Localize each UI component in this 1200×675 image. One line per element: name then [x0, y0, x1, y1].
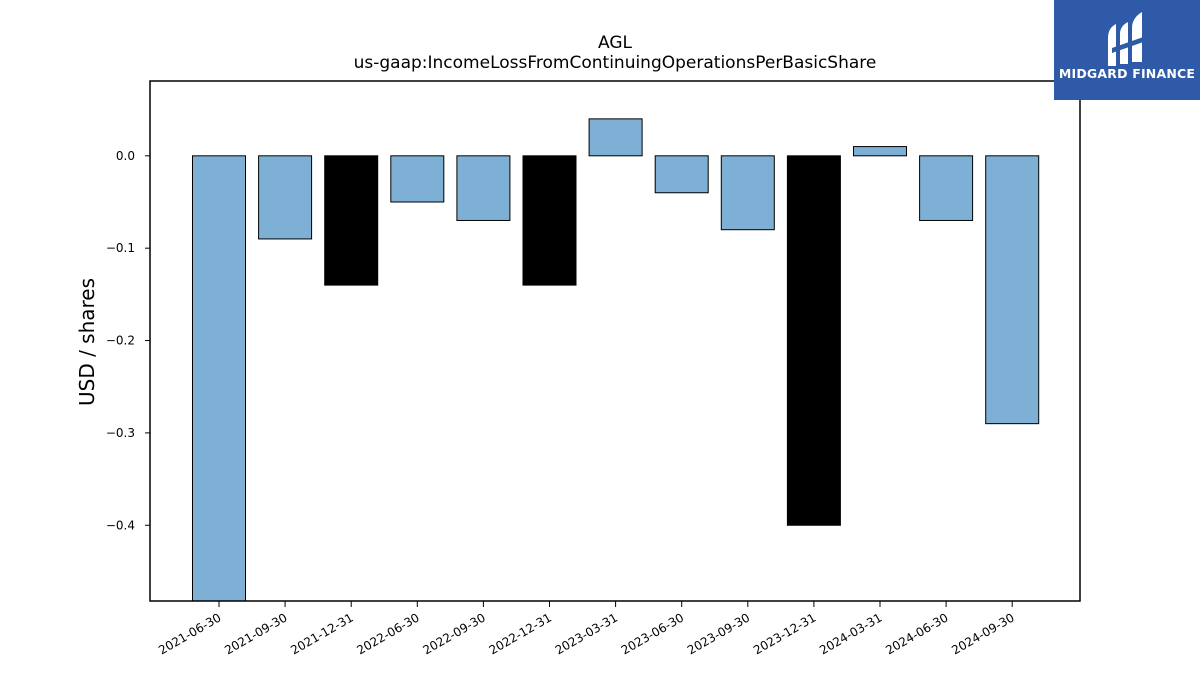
bar-2023-03-31: [588, 118, 643, 157]
x-tick-label: 2022-12-31: [487, 610, 554, 657]
bar-2024-06-30: [919, 155, 974, 221]
x-tick-label: 2024-03-31: [817, 610, 884, 657]
bar-2021-09-30: [258, 155, 313, 240]
x-tick-label: 2022-06-30: [354, 610, 421, 657]
bar-2023-12-31: [786, 155, 841, 526]
x-tick-label: 2023-12-31: [751, 610, 818, 657]
plot-frame: [149, 80, 1081, 602]
x-tick-label: 2021-12-31: [288, 610, 355, 657]
bar-2021-12-31: [324, 155, 379, 286]
midgard-finance-logo: MIDGARD FINANCE: [1054, 0, 1200, 100]
chart-title: AGL: [598, 33, 633, 53]
x-tick-label: 2022-09-30: [420, 610, 487, 657]
bar-2024-03-31: [853, 146, 907, 157]
x-tick-label: 2023-06-30: [619, 610, 686, 657]
x-tick-label: 2021-09-30: [222, 610, 289, 657]
bar-2022-12-31: [522, 155, 577, 286]
bar-2021-06-30: [192, 155, 246, 602]
chart-subtitle: us-gaap:IncomeLossFromContinuingOperatio…: [354, 53, 877, 73]
x-tick-label: 2023-03-31: [553, 610, 620, 657]
x-tick-label: 2024-09-30: [949, 610, 1016, 657]
x-tick-label: 2023-09-30: [685, 610, 752, 657]
bar-2022-06-30: [390, 155, 445, 203]
bar-2023-06-30: [654, 155, 709, 194]
y-ticks-group: 0.0 −0.1 −0.2 −0.3 −0.4: [106, 149, 150, 532]
bar-2024-09-30: [985, 155, 1040, 425]
bars-group: [192, 118, 1040, 602]
x-tick-label: 2024-06-30: [883, 610, 950, 657]
y-tick-label: −0.4: [106, 518, 135, 532]
bar-2022-09-30: [456, 155, 511, 221]
y-tick-label: 0.0: [116, 149, 135, 163]
x-tick-label: 2021-06-30: [156, 610, 223, 657]
x-ticks-group: 2021-06-302021-09-302021-12-312022-06-30…: [156, 601, 1017, 657]
y-tick-label: −0.2: [106, 334, 135, 348]
y-tick-label: −0.3: [106, 426, 135, 440]
midgard-logo-icon: [1108, 12, 1146, 66]
logo-text: MIDGARD FINANCE: [1058, 66, 1196, 81]
bar-2023-09-30: [720, 155, 775, 231]
y-tick-label: −0.1: [106, 241, 135, 255]
y-axis-label: USD / shares: [75, 278, 99, 406]
